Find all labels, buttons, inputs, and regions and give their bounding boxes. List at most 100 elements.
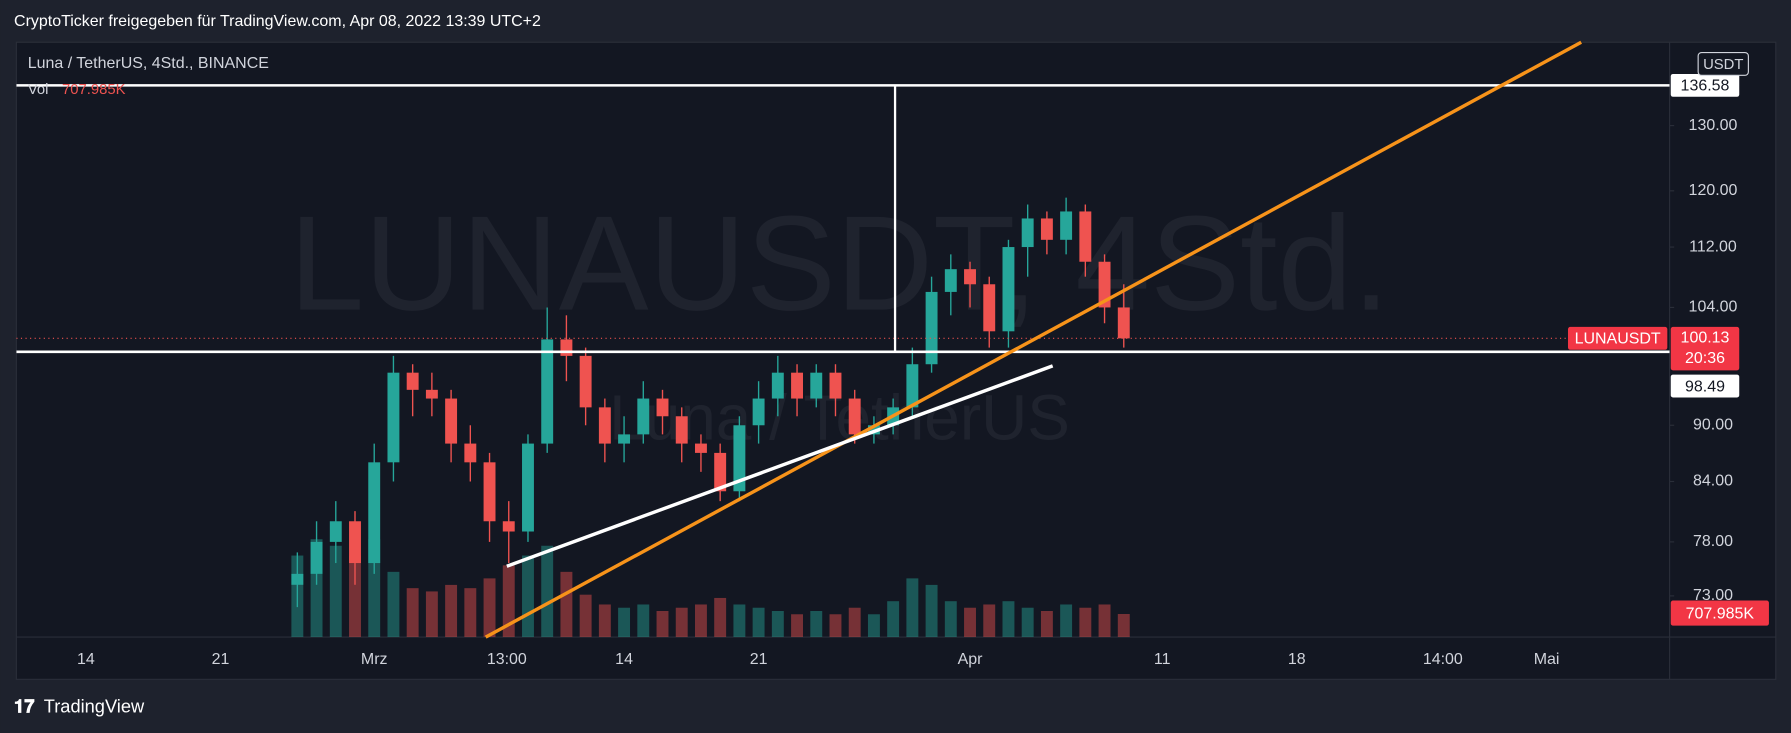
last-price-box bbox=[1670, 326, 1740, 371]
watermark: LUNAUSDT, 4Std. bbox=[289, 188, 1390, 339]
volume-bar bbox=[1117, 613, 1130, 638]
level-label: 98.49 bbox=[1685, 378, 1725, 395]
x-tick-label: Mrz bbox=[361, 651, 388, 668]
trendline bbox=[484, 40, 1583, 639]
volume-bar bbox=[1098, 604, 1111, 638]
candle-body bbox=[848, 398, 861, 435]
volume-bar bbox=[983, 604, 996, 638]
volume-bar bbox=[733, 604, 746, 638]
share-caption: CryptoTicker freigegeben für TradingView… bbox=[14, 13, 541, 30]
candle-body bbox=[291, 573, 304, 585]
volume-bar bbox=[656, 610, 669, 638]
volume-bar bbox=[560, 571, 573, 638]
trendline bbox=[506, 364, 1054, 568]
volume-bar bbox=[1060, 604, 1073, 638]
candle-body bbox=[675, 416, 688, 444]
candle-body bbox=[791, 372, 804, 399]
volume-bar bbox=[791, 614, 804, 638]
symbol-tag-box bbox=[1567, 326, 1668, 350]
volume-bar bbox=[425, 591, 438, 638]
y-tick-label: 112.00 bbox=[1689, 238, 1737, 255]
volume-bar bbox=[445, 584, 458, 638]
candle-body bbox=[387, 372, 400, 463]
y-tick-label: 130.00 bbox=[1689, 117, 1738, 134]
x-tick-label: 21 bbox=[212, 651, 230, 668]
volume-bar bbox=[944, 601, 957, 638]
candle-body bbox=[694, 443, 707, 453]
candle-body bbox=[714, 452, 727, 492]
candle-body bbox=[925, 291, 938, 365]
volume-bar bbox=[579, 594, 592, 638]
x-tick-label: 21 bbox=[750, 651, 768, 668]
x-tick-label: Apr bbox=[958, 651, 984, 668]
candle-body bbox=[964, 269, 976, 285]
candle-body bbox=[541, 339, 554, 444]
symbol-tag: LUNAUSDT bbox=[1575, 331, 1661, 348]
volume-bar bbox=[906, 578, 919, 638]
currency: USDT bbox=[1703, 57, 1743, 73]
footer-logo: TradingView bbox=[44, 696, 145, 717]
volume-bar bbox=[675, 607, 688, 638]
x-tick-label: 11 bbox=[1154, 651, 1171, 668]
last-price: 100.13 bbox=[1681, 330, 1730, 347]
volume-bar bbox=[1021, 607, 1034, 638]
volume-bar bbox=[483, 578, 496, 638]
volume-bar bbox=[1002, 601, 1015, 638]
level-label-box bbox=[1670, 73, 1740, 97]
candle-body bbox=[906, 364, 919, 408]
level-label-box bbox=[1670, 374, 1740, 398]
volume-bar bbox=[502, 565, 515, 638]
volume-bar bbox=[406, 588, 419, 638]
y-tick-label: 73.00 bbox=[1693, 587, 1733, 604]
x-tick-label: 14:00 bbox=[1423, 651, 1463, 668]
candle-body bbox=[406, 372, 419, 390]
pane: LUNAUSDT, 4Std. Luna / TetherUS bbox=[16, 84, 1670, 638]
candle-body bbox=[1060, 211, 1073, 240]
volume-bar bbox=[714, 597, 727, 638]
y-tick-label: 120.00 bbox=[1689, 182, 1738, 199]
volume-bar bbox=[752, 607, 765, 638]
volume-bar bbox=[329, 545, 342, 638]
candle-body bbox=[598, 407, 611, 444]
candle-body bbox=[579, 355, 592, 408]
x-tick-label: 18 bbox=[1288, 651, 1306, 668]
footer-logo-mark: 𝟏𝟕 bbox=[14, 696, 34, 717]
volume-bar bbox=[618, 607, 631, 638]
volume-bar bbox=[867, 614, 880, 638]
candle-body bbox=[656, 398, 669, 417]
x-tick-label: 14 bbox=[77, 651, 95, 668]
volume-legend: Vol bbox=[28, 82, 49, 98]
candle-body bbox=[310, 541, 323, 574]
x-tick-label: 13:00 bbox=[487, 651, 527, 668]
volume-bar bbox=[887, 601, 900, 638]
candle-body bbox=[560, 339, 573, 356]
volume-bar bbox=[925, 584, 938, 638]
y-tick-label: 90.00 bbox=[1693, 416, 1733, 433]
volume-legend-value: 707.985K bbox=[62, 82, 126, 98]
symbol-legend: Luna / TetherUS, 4Std., BINANCE bbox=[28, 55, 269, 72]
candle-body bbox=[1079, 211, 1092, 262]
candle-body bbox=[502, 521, 515, 532]
candle-body bbox=[1021, 218, 1034, 248]
candle-body bbox=[464, 443, 477, 463]
volume-bar bbox=[522, 555, 534, 638]
volume-bar bbox=[829, 614, 842, 638]
candle-body bbox=[618, 434, 631, 444]
volume-label: 707.985K bbox=[1686, 605, 1755, 622]
volume-label-box bbox=[1670, 600, 1769, 626]
x-tick-label: Mai bbox=[1534, 651, 1560, 668]
candle-body bbox=[637, 398, 650, 435]
candle-body bbox=[771, 372, 784, 399]
candle-body bbox=[1117, 307, 1130, 339]
currency-box bbox=[1697, 51, 1749, 76]
candle-body bbox=[522, 443, 534, 532]
volume-bar bbox=[368, 539, 381, 638]
volume-bar bbox=[1040, 610, 1053, 638]
candle-body bbox=[368, 462, 381, 564]
candle-body bbox=[733, 425, 746, 492]
volume-bar bbox=[964, 607, 976, 638]
volume-bar bbox=[541, 545, 554, 638]
level-label: 136.58 bbox=[1681, 78, 1730, 95]
y-tick-label: 78.00 bbox=[1693, 533, 1733, 550]
